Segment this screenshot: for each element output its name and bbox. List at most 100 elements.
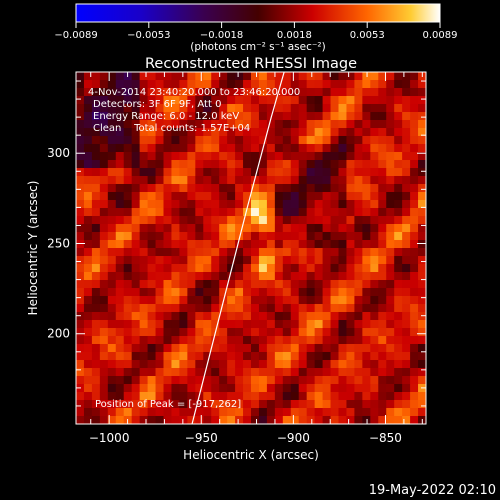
heatmap-cell [107,376,117,385]
heatmap-cell [243,88,252,97]
heatmap-cell [243,80,252,89]
heatmap-cell [386,304,395,313]
heatmap-cell [354,80,363,89]
heatmap-cell [418,88,426,97]
heatmap-cell [243,120,252,129]
heatmap-cell [131,120,141,129]
heatmap-cell [378,352,387,361]
heatmap-cell [123,336,133,345]
heatmap-cell [171,192,181,201]
heatmap-cell [418,264,426,273]
heatmap-cell [378,104,387,113]
heatmap-cell [362,184,371,193]
heatmap-cell [243,192,252,201]
heatmap-cell [402,408,411,417]
heatmap-cell [179,256,188,265]
heatmap-cell [418,136,426,145]
heatmap-cell [330,120,340,129]
heatmap-cell [187,224,196,233]
heatmap-cell [219,320,228,329]
heatmap-cell [123,344,133,353]
heatmap-cell [266,80,276,89]
heatmap-cell [195,176,204,185]
heatmap-cell [274,112,284,121]
heatmap-cell [219,280,228,289]
heatmap-cell [91,152,101,161]
heatmap-cell [418,104,426,113]
heatmap-cell [179,272,188,281]
heatmap-cell [123,200,133,209]
heatmap-cell [290,152,300,161]
heatmap-cell [243,392,252,401]
heatmap-cell [394,368,403,377]
heatmap-cell [179,112,188,121]
heatmap-cell [139,288,149,297]
heatmap-cell [163,352,173,361]
heatmap-cell [378,152,387,161]
heatmap-cell [107,200,117,209]
heatmap-cell [410,120,419,129]
heatmap-cell [322,320,332,329]
heatmap-cell [123,176,133,185]
heatmap-cell [370,88,379,97]
heatmap-cell [362,216,371,225]
heatmap-cell [91,88,101,97]
heatmap-cell [91,112,101,121]
heatmap-cell [410,280,419,289]
heatmap-cell [394,72,403,81]
heatmap-cell [219,200,228,209]
heatmap-cell [251,336,260,345]
heatmap-cell [187,368,196,377]
heatmap-cell [235,368,244,377]
heatmap-cell [179,416,188,424]
heatmap-cell [418,168,426,177]
heatmap-cell [91,120,101,129]
heatmap-cell [282,104,292,113]
heatmap-cell [362,384,371,393]
heatmap-cell [258,200,268,209]
heatmap-cell [179,328,188,337]
heatmap-cell [378,376,387,385]
annotation-clean: Clean Total counts: 1.57E+04 [93,123,250,134]
heatmap-cell [330,136,340,145]
heatmap-cell [338,320,348,329]
heatmap-cell [314,136,324,145]
heatmap-cell [227,304,236,313]
heatmap-cell [131,400,141,409]
heatmap-cell [179,80,188,89]
heatmap-cell [139,184,149,193]
heatmap-cell [83,344,93,353]
heatmap-cell [211,360,220,369]
heatmap-cell [258,296,268,305]
heatmap-cell [290,296,300,305]
heatmap-cell [378,304,387,313]
heatmap-cell [258,72,268,81]
heatmap-cell [322,296,332,305]
heatmap-cell [290,192,300,201]
heatmap-cell [131,256,141,265]
heatmap-cell [91,224,101,233]
heatmap-cell [410,296,419,305]
heatmap-cell [76,344,85,353]
heatmap-cell [354,304,363,313]
heatmap-cell [402,112,411,121]
heatmap-cell [258,160,268,169]
heatmap-cell [354,104,363,113]
heatmap-cell [243,256,252,265]
heatmap-cell [338,80,348,89]
heatmap-cell [235,280,244,289]
heatmap-cell [370,112,379,121]
heatmap-cell [147,384,157,393]
heatmap-cell [187,248,196,257]
heatmap-cell [147,400,157,409]
heatmap-cell [219,256,228,265]
heatmap-cell [195,336,204,345]
heatmap-cell [346,256,356,265]
heatmap-cell [362,352,371,361]
heatmap-cell [155,80,165,89]
heatmap-cell [179,280,188,289]
heatmap-cell [195,152,204,161]
heatmap-cell [322,352,332,361]
heatmap-cell [402,224,411,233]
colorbar-tick-label: −0.0053 [127,30,170,41]
